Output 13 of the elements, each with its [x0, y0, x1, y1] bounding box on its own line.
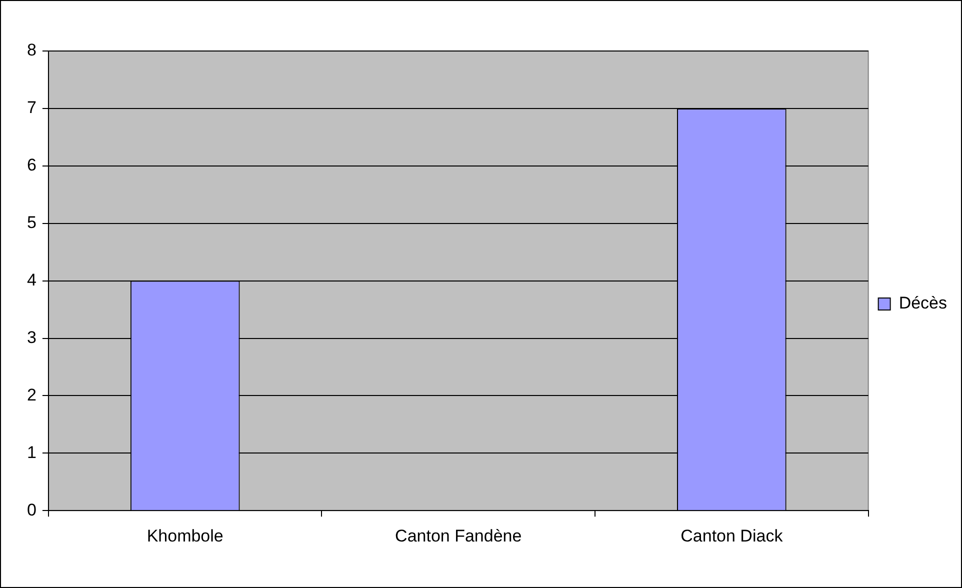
y-tick-label: 3 — [26, 328, 36, 347]
x-tick-label: Canton Fandène — [395, 526, 522, 546]
y-tick-label: 8 — [26, 40, 36, 60]
y-tick-label: 5 — [26, 213, 36, 232]
x-tick-label: Khombole — [146, 526, 224, 546]
legend-label: Décès — [898, 294, 947, 313]
y-tick-label: 1 — [26, 442, 36, 462]
y-tick-label: 7 — [26, 98, 36, 118]
x-tick-label: Canton Diack — [680, 526, 784, 546]
y-tick-label: 2 — [26, 385, 36, 404]
y-tick-label: 6 — [26, 156, 36, 175]
y-tick-label: 0 — [26, 500, 36, 520]
y-tick-label: 4 — [26, 270, 36, 290]
